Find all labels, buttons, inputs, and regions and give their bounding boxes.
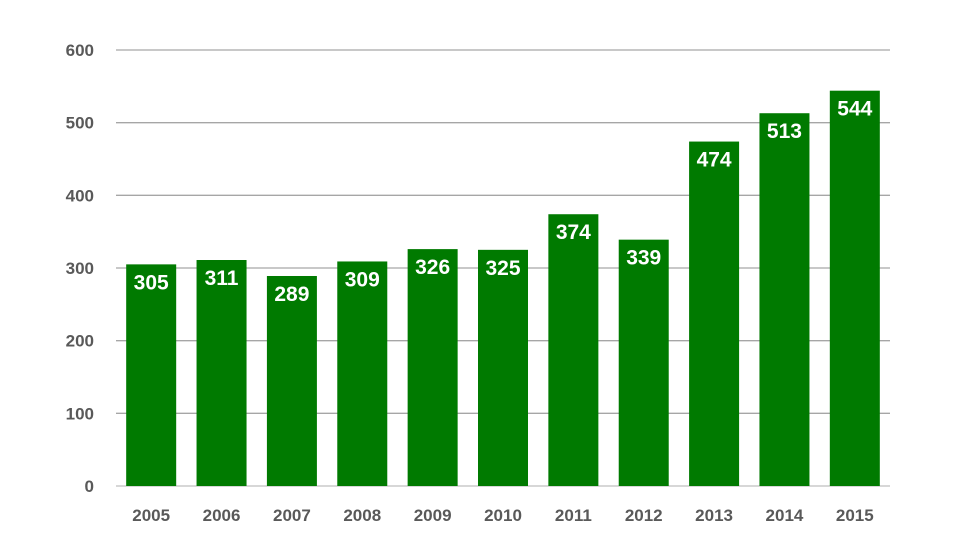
y-tick-label: 600 [66,41,94,60]
x-tick-label: 2009 [414,506,452,525]
data-label: 374 [556,221,591,244]
x-tick-label: 2005 [132,506,170,525]
y-axis-tick-labels: 0 100 200 300 400 500 600 [66,41,94,496]
bar-2010 [478,249,528,486]
bar-2006 [196,260,247,486]
x-tick-label: 2015 [836,506,874,525]
x-tick-label: 2013 [695,506,733,525]
bar-2013 [689,141,740,486]
y-tick-label: 400 [66,186,94,205]
data-label: 325 [485,257,520,280]
bar-2011 [548,214,599,486]
x-tick-label: 2006 [203,506,241,525]
bar-2015 [829,90,880,487]
x-tick-label: 2011 [555,506,592,525]
data-label: 326 [415,256,450,279]
data-label: 544 [837,98,872,121]
data-label: 339 [626,247,661,270]
data-label: 513 [767,120,802,143]
x-tick-label: 2014 [766,506,804,525]
x-tick-label: 2007 [273,506,311,525]
bar-2014 [759,113,810,486]
data-label: 305 [134,271,169,294]
bar-2005 [126,264,177,486]
data-label: 474 [697,149,732,172]
data-labels: 305 311 289 309 326 325 374 339 474 513 544 [134,98,873,306]
y-tick-label: 200 [66,332,94,351]
bar-2012 [618,239,669,486]
x-tick-label: 2010 [484,506,522,525]
y-tick-label: 500 [66,114,94,133]
x-axis-tick-labels: 2005 2006 2007 2008 2009 2010 2011 2012 2013 2014… [132,506,873,525]
y-tick-label: 100 [66,404,94,423]
bars [126,90,880,487]
y-tick-label: 300 [66,259,94,278]
data-label: 311 [205,267,239,290]
data-label: 289 [274,283,309,306]
x-tick-label: 2008 [343,506,381,525]
y-tick-label: 0 [85,477,94,496]
bar-2008 [337,261,388,486]
bar-2007 [266,275,317,486]
bar-2009 [407,249,458,486]
x-tick-label: 2012 [625,506,663,525]
data-label: 309 [345,268,380,291]
